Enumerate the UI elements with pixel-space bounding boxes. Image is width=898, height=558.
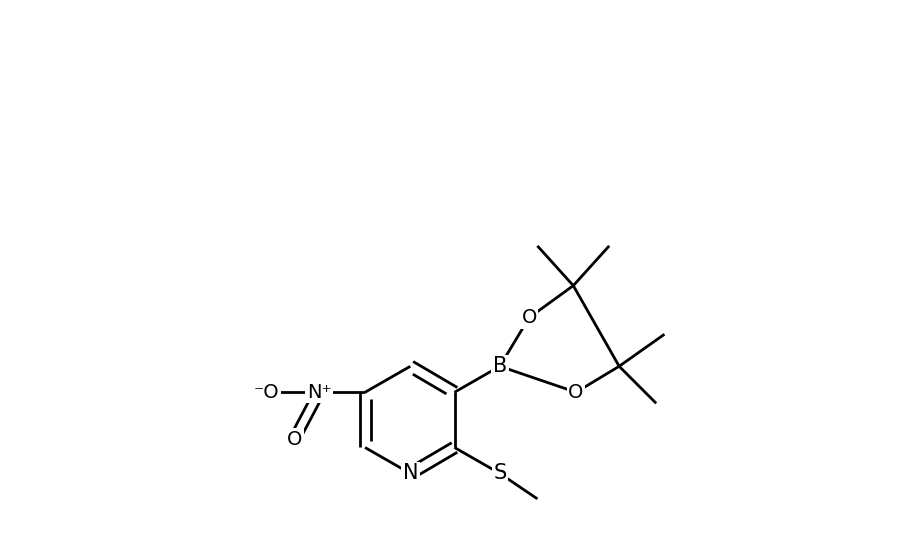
Text: N⁺: N⁺ (307, 383, 331, 402)
Text: N: N (402, 464, 418, 483)
Text: O: O (522, 308, 537, 327)
Text: S: S (493, 464, 506, 483)
Text: O: O (286, 430, 302, 449)
Text: B: B (493, 357, 507, 376)
Text: O: O (568, 383, 584, 402)
Text: ⁻O: ⁻O (254, 383, 279, 402)
